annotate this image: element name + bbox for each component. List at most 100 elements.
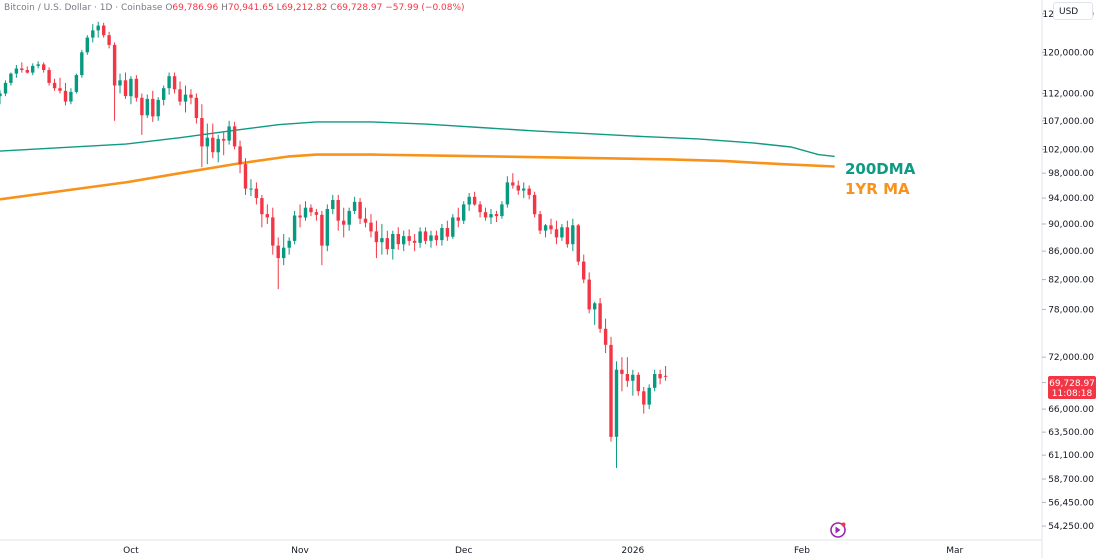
candle <box>118 73 122 94</box>
price-tick-label: 112,000.00 <box>1042 90 1094 100</box>
candle <box>653 369 657 392</box>
candle <box>658 369 662 385</box>
candle <box>522 182 526 199</box>
candle <box>25 66 29 74</box>
candle <box>309 204 313 217</box>
candle <box>636 372 640 396</box>
price-tick-label: 98,000.00 <box>1048 169 1094 179</box>
candle <box>232 121 237 150</box>
candle <box>391 230 395 260</box>
candle <box>194 93 199 124</box>
candle <box>200 104 204 168</box>
time-tick-label: 2026 <box>621 546 644 556</box>
candle <box>380 224 384 255</box>
candle <box>96 21 100 38</box>
candle <box>642 386 646 414</box>
ma200-line <box>0 121 835 158</box>
candle <box>216 134 220 163</box>
candle <box>265 204 269 225</box>
candle <box>647 384 651 410</box>
candle <box>347 207 351 231</box>
time-tick-label: Dec <box>455 546 472 556</box>
price-tick-label: 63,500.00 <box>1048 428 1094 438</box>
candle <box>352 196 357 215</box>
candles-layer <box>0 21 668 468</box>
candle <box>102 22 106 38</box>
time-axis[interactable]: Oct Nov Dec 2026 Feb Mar <box>123 546 963 556</box>
candle <box>511 173 515 189</box>
price-tick-label: 120,000.00 <box>1042 48 1094 58</box>
close-label: C <box>330 3 337 13</box>
candle <box>369 214 373 238</box>
candle <box>543 224 548 238</box>
candle <box>462 201 466 225</box>
candle <box>538 210 542 235</box>
time-tick-label: Nov <box>291 546 309 556</box>
candle <box>292 210 297 245</box>
price-tick-label: 90,000.00 <box>1048 220 1094 230</box>
candle <box>151 90 155 122</box>
candle <box>69 88 73 105</box>
price-tick-label: 56,450.00 <box>1048 498 1094 508</box>
open-label: O <box>165 3 173 13</box>
countdown-timer: 11:08:18 <box>1052 389 1093 399</box>
candle <box>74 73 79 94</box>
candle <box>412 234 417 252</box>
candle <box>560 224 564 241</box>
candle <box>358 198 362 225</box>
price-axis[interactable]: 128,000.00120,000.00112,000.00107,000.00… <box>1042 10 1094 532</box>
candle <box>434 230 439 246</box>
candle <box>47 67 51 86</box>
candle <box>614 361 619 468</box>
candle <box>576 224 580 266</box>
candle <box>598 298 602 333</box>
price-tick-label: 72,000.00 <box>1048 353 1094 363</box>
candle <box>593 301 597 325</box>
candle <box>571 218 575 252</box>
candle <box>227 120 231 145</box>
price-tick-label: 61,100.00 <box>1048 451 1094 461</box>
candle <box>156 97 160 121</box>
price-tick-label: 54,250.00 <box>1048 522 1094 532</box>
candle <box>14 64 19 78</box>
candle <box>603 318 608 354</box>
candle <box>620 357 624 392</box>
candle <box>211 123 215 159</box>
candle <box>189 89 193 105</box>
price-tick-label: 102,000.00 <box>1042 145 1094 155</box>
chart-legend-header: Bitcoin / U.S. Dollar · 1D · Coinbase O6… <box>4 3 465 13</box>
candle <box>238 140 242 174</box>
candle <box>527 185 531 200</box>
candle <box>9 72 13 86</box>
replay-icon[interactable] <box>830 522 846 538</box>
candle <box>20 62 24 73</box>
candle <box>276 237 280 290</box>
time-tick-label: Feb <box>794 546 810 556</box>
candle <box>374 220 379 259</box>
currency-selector[interactable]: USD <box>1053 2 1093 20</box>
ma200-label: 200DMA <box>845 160 916 178</box>
open-value: 69,786.96 <box>172 3 219 13</box>
candle <box>402 230 406 252</box>
high-label: H <box>221 3 228 13</box>
time-tick-label: Oct <box>123 546 139 556</box>
high-value: 70,941.65 <box>227 3 274 13</box>
last-price-badge: 69,728.97 11:08:18 <box>1048 376 1096 399</box>
close-value: 69,728.97 <box>336 3 383 13</box>
candle <box>172 72 177 94</box>
candle <box>31 63 35 76</box>
price-tick-label: 94,000.00 <box>1048 194 1094 204</box>
candle <box>167 72 171 95</box>
candle <box>58 77 62 94</box>
candle <box>407 229 411 246</box>
candle <box>625 357 630 387</box>
candle <box>631 369 635 396</box>
candle <box>565 220 570 248</box>
ma1yr-label: 1YR MA <box>845 180 910 198</box>
candle <box>282 234 286 266</box>
candle <box>271 207 275 255</box>
candle <box>445 220 450 241</box>
candle <box>134 75 139 102</box>
candle <box>162 85 166 106</box>
